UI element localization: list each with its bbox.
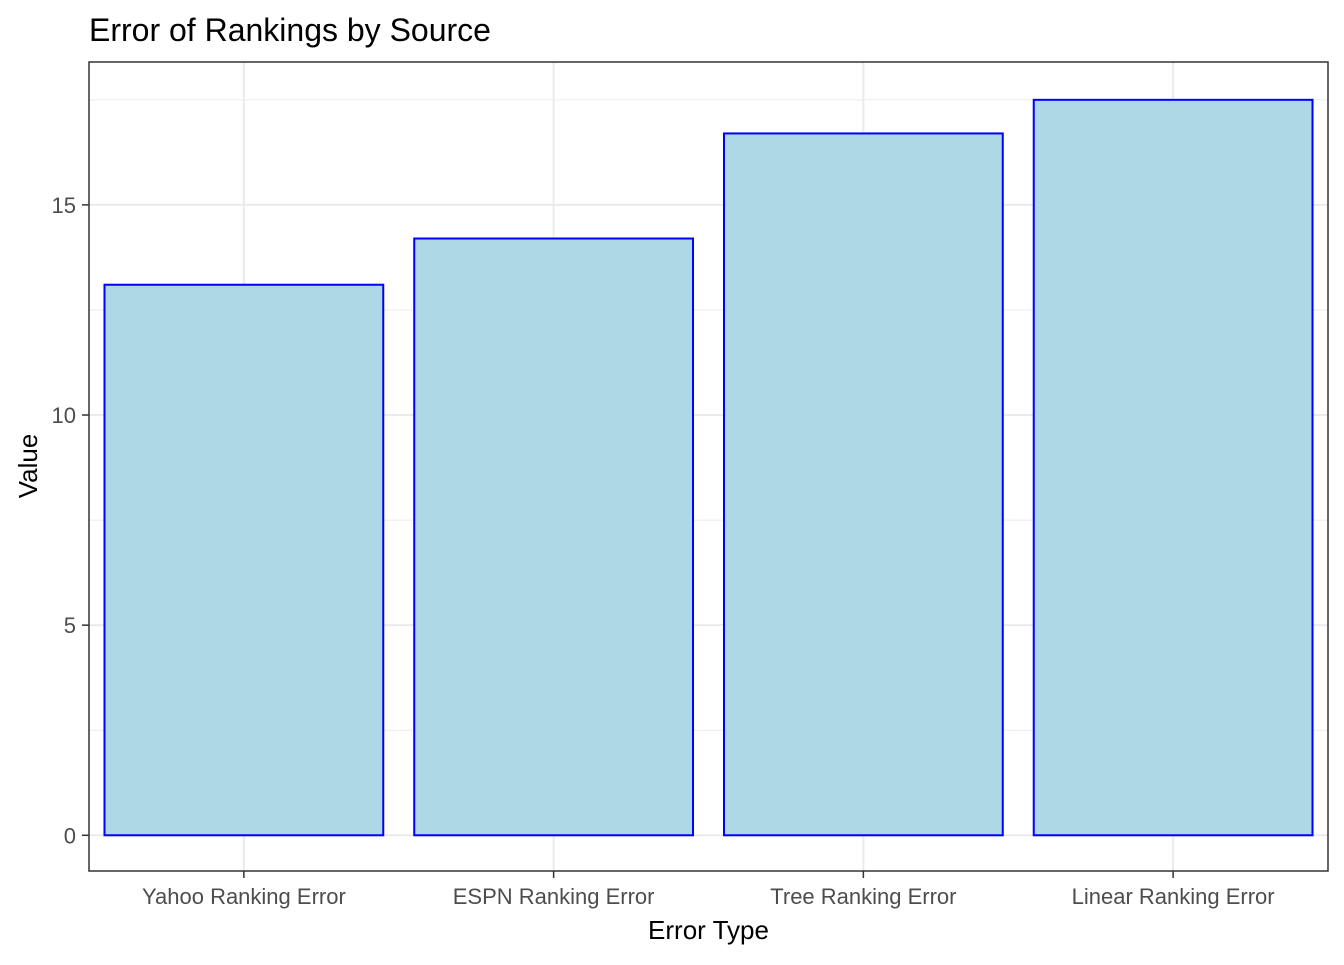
x-axis-title: Error Type <box>648 915 769 945</box>
x-tick-label: ESPN Ranking Error <box>453 884 655 909</box>
x-tick-label: Yahoo Ranking Error <box>142 884 346 909</box>
x-tick-label: Linear Ranking Error <box>1072 884 1275 909</box>
y-tick-label: 0 <box>64 823 76 848</box>
bar-linear-ranking-error <box>1032 98 1314 837</box>
bar-tree-ranking-error <box>722 132 1004 837</box>
plot-panel-border <box>88 61 1329 872</box>
y-tick-label: 5 <box>64 613 76 638</box>
x-tick-label: Tree Ranking Error <box>770 884 956 909</box>
bars <box>103 98 1314 837</box>
bar-espn-ranking-error <box>413 237 695 837</box>
y-axis-title: Value <box>13 434 43 499</box>
bar-yahoo-ranking-error <box>103 283 385 837</box>
axes: 0 5 10 15 Yahoo Ranking Error ESPN Ranking Er… <box>52 193 1275 909</box>
y-tick-label: 15 <box>52 193 76 218</box>
chart-title: Error of Rankings by Source <box>89 12 491 48</box>
y-tick-label: 10 <box>52 403 76 428</box>
